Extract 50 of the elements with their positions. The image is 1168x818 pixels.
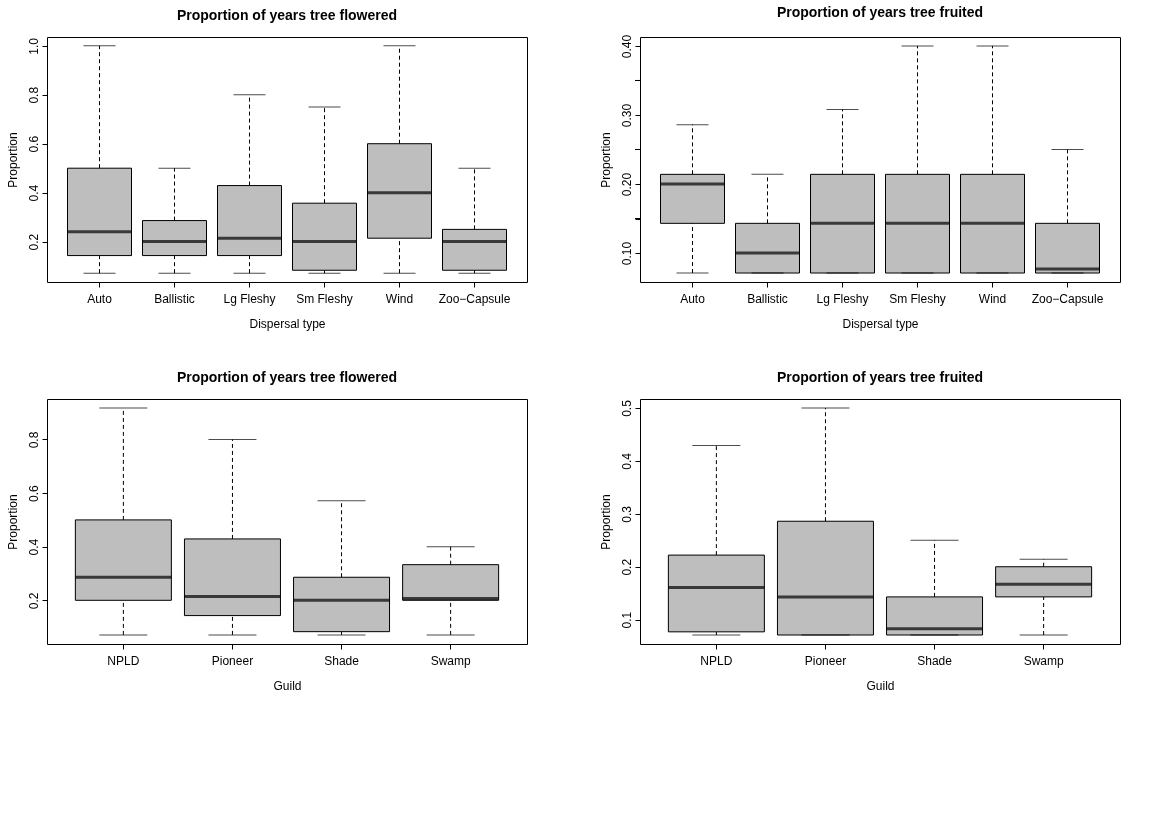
x-axis-title: Dispersal type (842, 316, 919, 331)
x-tick-label: NPLD (107, 653, 140, 668)
y-tick-label: 0.4 (619, 452, 634, 470)
y-tick-label: 0.40 (619, 34, 634, 59)
y-tick-label: 0.6 (26, 484, 41, 502)
chart-title: Proportion of years tree fruited (776, 4, 984, 21)
x-tick-label: Sm Fleshy (889, 291, 946, 306)
y-tick-label: 0.6 (26, 135, 41, 153)
x-axis-title: Guild (866, 678, 895, 693)
x-tick-label: Auto (87, 291, 113, 306)
y-tick-label: 0.4 (26, 184, 41, 202)
x-tick-label: Zoo−Capsule (1031, 291, 1104, 306)
chart-title: Proportion of years tree fruited (776, 369, 984, 385)
y-axis-title: Proportion (5, 132, 20, 188)
x-tick-label: Zoo−Capsule (438, 291, 511, 306)
y-tick-label: 0.3 (619, 505, 634, 523)
x-tick-label: Ballistic (747, 291, 788, 306)
y-axis-title: Proportion (598, 494, 613, 550)
y-tick-label: 0.8 (26, 86, 41, 104)
x-tick-label: Wind (385, 291, 414, 306)
x-tick-label: Shade (917, 653, 953, 668)
y-tick-label: 0.10 (619, 241, 634, 266)
x-axis-title: Dispersal type (249, 316, 326, 331)
x-tick-label: Sm Fleshy (296, 291, 353, 306)
x-tick-label: Lg Fleshy (223, 291, 276, 306)
y-tick-label: 0.2 (26, 233, 41, 251)
x-tick-label: Swamp (430, 653, 471, 668)
x-tick-label: Lg Fleshy (816, 291, 869, 306)
y-tick-label: 1.0 (26, 37, 41, 55)
y-tick-label: 0.8 (26, 431, 41, 449)
x-tick-label: Swamp (1023, 653, 1064, 668)
x-axis-title: Guild (273, 678, 302, 693)
y-tick-label: 0.1 (619, 611, 634, 629)
x-tick-label: Shade (324, 653, 360, 668)
y-tick-label: 0.4 (26, 538, 41, 556)
y-tick-label: 0.2 (619, 558, 634, 576)
x-tick-label: NPLD (700, 653, 733, 668)
y-axis-title: Proportion (5, 494, 20, 550)
x-tick-label: Pioneer (211, 653, 254, 668)
y-tick-label: 0.5 (619, 399, 634, 417)
y-tick-label: 0.30 (619, 103, 634, 128)
y-axis-title: Proportion (598, 132, 613, 188)
x-tick-label: Pioneer (804, 653, 847, 668)
x-tick-label: Auto (680, 291, 706, 306)
x-tick-label: Ballistic (154, 291, 195, 306)
y-tick-label: 0.20 (619, 172, 634, 197)
x-tick-label: Wind (978, 291, 1007, 306)
chart-title: Proportion of years tree flowered (176, 7, 398, 23)
chart-title: Proportion of years tree flowered (176, 369, 398, 385)
y-tick-label: 0.2 (26, 592, 41, 610)
